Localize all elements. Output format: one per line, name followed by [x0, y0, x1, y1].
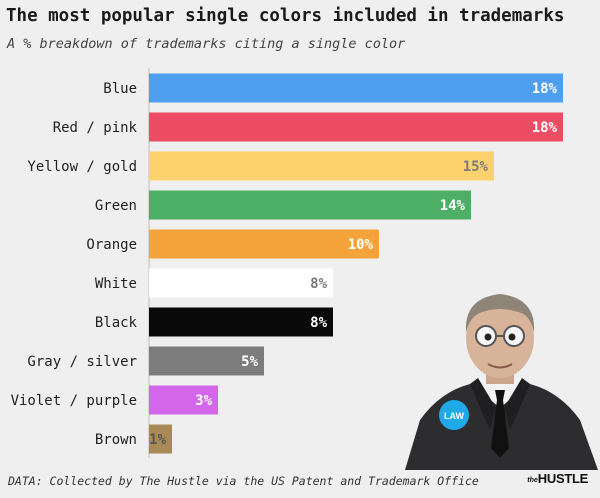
chart-subtitle: A % breakdown of trademarks citing a sin… — [7, 36, 406, 52]
category-label: Violet / purple — [11, 393, 137, 409]
value-label: 1% — [149, 432, 166, 448]
value-label: 14% — [440, 198, 466, 214]
category-label: Black — [95, 315, 138, 331]
bar — [149, 73, 563, 103]
bar — [149, 307, 333, 337]
lawyer-illustration: LAW — [405, 294, 598, 470]
value-label: 15% — [463, 159, 489, 175]
value-label: 5% — [241, 354, 258, 370]
category-label: White — [95, 276, 137, 292]
category-label: Yellow / gold — [27, 159, 137, 175]
bar — [149, 151, 494, 181]
bar-chart: Blue 18% Red / pink 18% Yellow / gold 15% Gree… — [11, 68, 563, 458]
value-label: 10% — [348, 237, 374, 253]
logo-word: HUSTLE — [537, 471, 589, 486]
category-label: Red / pink — [53, 120, 138, 136]
category-label: Brown — [95, 432, 137, 448]
chart-title: The most popular single colors included … — [6, 6, 565, 26]
law-badge-text: LAW — [444, 411, 465, 421]
category-label: Blue — [103, 81, 137, 97]
bar — [149, 112, 563, 142]
bar — [149, 424, 172, 454]
value-label: 3% — [195, 393, 212, 409]
value-label: 18% — [532, 120, 558, 136]
category-label: Green — [95, 198, 137, 214]
bar — [149, 346, 264, 376]
category-label: Orange — [86, 237, 137, 253]
bar — [149, 385, 218, 415]
bar — [149, 190, 471, 220]
hustle-logo: theHUSTLE — [527, 470, 588, 488]
data-source-note: DATA: Collected by The Hustle via the US… — [8, 474, 479, 488]
value-label: 8% — [310, 276, 327, 292]
value-label: 18% — [532, 81, 558, 97]
logo-prefix: the — [527, 477, 538, 484]
bar — [149, 268, 333, 298]
category-label: Gray / silver — [27, 354, 137, 370]
value-label: 8% — [310, 315, 327, 331]
bar — [149, 229, 379, 259]
